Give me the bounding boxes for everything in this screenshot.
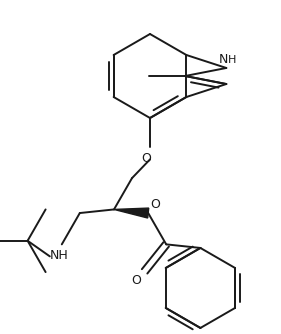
Text: NH: NH [50,249,69,263]
Text: H: H [228,55,237,65]
Text: O: O [141,152,151,165]
Text: O: O [132,274,141,287]
Polygon shape [114,208,149,218]
Text: O: O [150,198,160,211]
Text: N: N [218,53,228,66]
